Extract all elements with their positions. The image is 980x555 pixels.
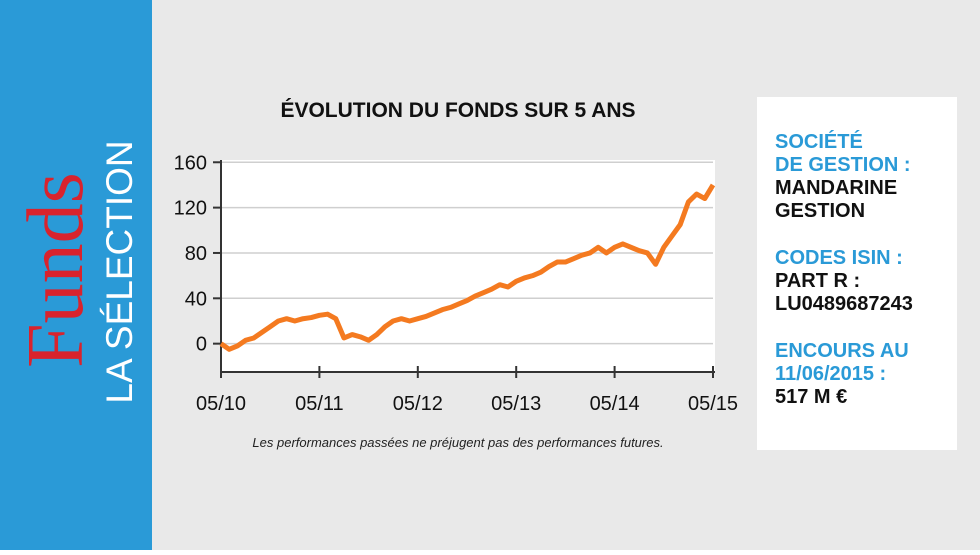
plot-area <box>221 160 715 372</box>
info-value: 517 M € <box>775 386 847 408</box>
info-label: DE GESTION : <box>775 154 911 176</box>
chart-title: ÉVOLUTION DU FONDS SUR 5 ANS <box>280 99 635 122</box>
y-tick-label: 160 <box>174 152 207 174</box>
brand: Funds <box>12 172 100 368</box>
info-label: ENCOURS AU <box>775 340 909 362</box>
info-label: 11/06/2015 : <box>775 363 886 385</box>
x-tick-label: 05/14 <box>590 393 640 415</box>
footnote: Les performances passées ne préjugent pa… <box>252 435 663 450</box>
info-value: PART R : <box>775 270 860 292</box>
x-tick-label: 05/12 <box>393 393 443 415</box>
x-tick-label: 05/15 <box>688 393 738 415</box>
x-tick-label: 05/10 <box>196 393 246 415</box>
info-value: LU0489687243 <box>775 293 913 315</box>
info-label: CODES ISIN : <box>775 247 903 269</box>
series-line <box>219 183 716 352</box>
info-value: MANDARINE <box>775 177 897 199</box>
info-value: GESTION <box>775 200 865 222</box>
info-label: SOCIÉTÉ <box>775 130 863 153</box>
sidebar-subtitle: LA SÉLECTION <box>99 140 140 403</box>
x-tick-label: 05/13 <box>491 393 541 415</box>
y-tick-label: 80 <box>185 243 207 265</box>
y-tick-label: 40 <box>185 288 207 310</box>
x-tick-label: 05/11 <box>295 393 344 415</box>
y-tick-label: 120 <box>174 198 207 220</box>
y-tick-label: 0 <box>196 334 207 356</box>
sidebar <box>0 0 152 550</box>
info-box <box>757 97 957 450</box>
